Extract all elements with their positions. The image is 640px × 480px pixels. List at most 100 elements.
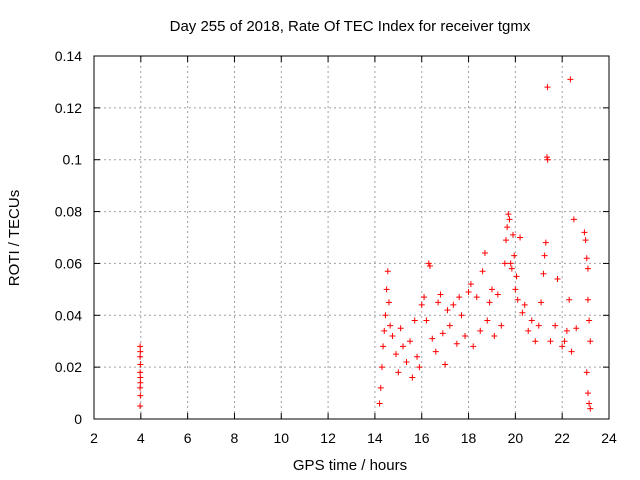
data-point [584, 390, 591, 397]
data-point [377, 384, 384, 391]
data-point [561, 338, 568, 345]
data-point [528, 317, 535, 324]
data-point [538, 299, 545, 306]
data-point [421, 294, 428, 301]
data-point [426, 263, 433, 270]
data-point [467, 281, 474, 288]
data-point [540, 270, 547, 277]
data-point [137, 343, 144, 350]
y-tick-label: 0.1 [63, 152, 83, 168]
data-point [409, 374, 416, 381]
x-tick-label: 22 [554, 430, 570, 446]
data-point [582, 237, 589, 244]
x-tick-label: 20 [508, 430, 524, 446]
data-point [535, 322, 542, 329]
data-point [395, 369, 402, 376]
data-point [418, 301, 425, 308]
data-point [453, 340, 460, 347]
data-point [481, 250, 488, 257]
data-point [137, 353, 144, 360]
data-point [554, 275, 561, 282]
data-point [462, 333, 469, 340]
data-point [519, 309, 526, 316]
y-tick-label: 0.12 [55, 100, 82, 116]
data-point [383, 286, 390, 293]
data-point [425, 260, 432, 267]
data-point [437, 291, 444, 298]
data-point [432, 348, 439, 355]
data-point [137, 348, 144, 355]
x-tick-label: 6 [184, 430, 192, 446]
data-point [501, 260, 508, 267]
data-point [400, 343, 406, 350]
plot-frame [93, 55, 610, 420]
data-point [544, 84, 551, 91]
data-point [566, 296, 573, 303]
y-tick-labels: 0 0.02 0.04 0.06 0.08 0.1 0.12 0.14 [55, 48, 82, 427]
data-point [567, 76, 574, 83]
data-points [137, 76, 594, 412]
data-point [505, 211, 512, 218]
data-point [511, 252, 518, 259]
data-point [439, 330, 446, 337]
x-tick-label: 16 [414, 430, 430, 446]
chart-title: Day 255 of 2018, Rate Of TEC Index for r… [170, 18, 531, 35]
data-point [429, 335, 436, 342]
x-tick-label: 14 [367, 430, 383, 446]
data-point [442, 361, 449, 368]
data-point [532, 338, 539, 345]
data-point [444, 307, 451, 314]
data-point [382, 312, 389, 319]
data-point [137, 369, 144, 376]
data-point [517, 234, 524, 241]
data-point [414, 353, 421, 360]
data-point [587, 405, 594, 412]
data-point [508, 265, 515, 272]
data-point [137, 379, 144, 386]
data-point [494, 291, 501, 298]
y-tick-label: 0.06 [55, 255, 82, 271]
data-point [543, 154, 550, 161]
data-point [504, 224, 511, 231]
data-point [586, 400, 593, 407]
data-point [552, 322, 559, 329]
data-point [384, 268, 391, 275]
data-point [486, 299, 493, 306]
data-point [380, 343, 387, 350]
data-point [137, 384, 144, 391]
data-point [544, 156, 551, 163]
x-tick-label: 4 [137, 430, 145, 446]
x-tick-label: 8 [231, 430, 239, 446]
data-point [542, 239, 549, 246]
x-tick-label: 12 [320, 430, 336, 446]
data-point [387, 322, 394, 329]
data-point [137, 374, 144, 381]
data-point [503, 237, 509, 244]
y-axis-label: ROTI / TECUs [6, 190, 23, 286]
data-point [525, 327, 532, 334]
data-point [456, 294, 463, 301]
data-point [473, 294, 480, 301]
data-point [514, 296, 521, 303]
grid-lines [94, 56, 609, 419]
x-axis-label: GPS time / hours [293, 457, 407, 474]
data-point [403, 358, 410, 365]
data-point [381, 327, 388, 334]
data-point [513, 273, 520, 280]
x-tick-label: 2 [90, 430, 98, 446]
data-point [510, 231, 517, 238]
x-tick-label: 10 [273, 430, 289, 446]
data-point [563, 327, 570, 334]
data-point [583, 255, 590, 262]
data-point [407, 338, 414, 345]
data-point [570, 216, 577, 223]
y-tick-label: 0.14 [55, 48, 82, 64]
data-point [458, 312, 465, 319]
y-tick-label: 0.02 [55, 359, 82, 375]
data-point [586, 317, 593, 324]
data-point [137, 392, 144, 399]
data-point [498, 322, 505, 329]
data-point [470, 343, 477, 350]
data-point [583, 369, 590, 376]
